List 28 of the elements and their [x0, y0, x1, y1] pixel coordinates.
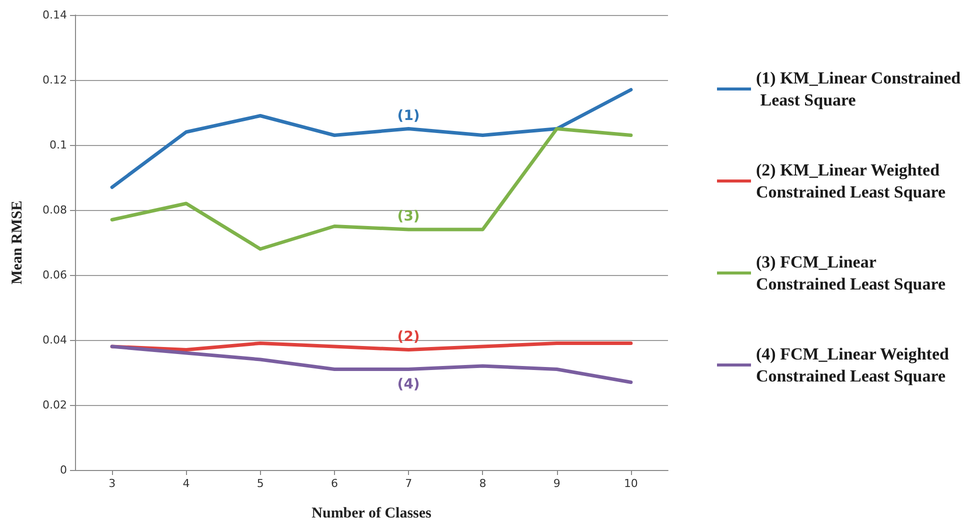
x-axis-title: Number of Classes	[312, 506, 432, 522]
legend-label: (3) FCM_Linear Constrained Least Square	[756, 252, 946, 294]
x-tick-label: 4	[182, 477, 190, 490]
annotation: (3)	[397, 208, 420, 224]
annotation: (2)	[397, 328, 420, 345]
legend-label: (1) KM_Linear Constrained Least Square	[756, 68, 962, 110]
x-tick-label: 3	[108, 477, 116, 490]
x-tick-label: 6	[330, 477, 338, 490]
x-tick-label: 7	[405, 477, 412, 490]
y-axis-title: Mean RMSE	[10, 200, 26, 284]
annotation: (4)	[397, 376, 420, 392]
y-tick-label: 0.04	[42, 334, 67, 346]
legend-label: (2) KM_Linear Weighted Constrained Least Square	[756, 160, 946, 202]
line-series	[110, 88, 633, 189]
line-series	[110, 127, 633, 251]
y-tick-label: 0.12	[42, 74, 67, 86]
x-tick-label: 8	[479, 477, 486, 490]
y-tick-label: 0	[60, 464, 67, 476]
annotation: (1)	[397, 108, 420, 124]
x-tick-label: 5	[256, 477, 264, 490]
legend-label: (4) FCM_Linear Weighted Constrained Least Square	[756, 344, 954, 386]
y-tick-label: 0.1	[50, 138, 67, 152]
x-tick-label: 9	[553, 477, 560, 490]
y-tick-label: 0.14	[42, 8, 67, 22]
y-tick-label: 0.08	[42, 204, 67, 216]
x-tick-label: 10	[624, 477, 638, 490]
y-tick-label: 0.06	[42, 268, 67, 282]
y-tick-label: 0.02	[42, 398, 67, 412]
